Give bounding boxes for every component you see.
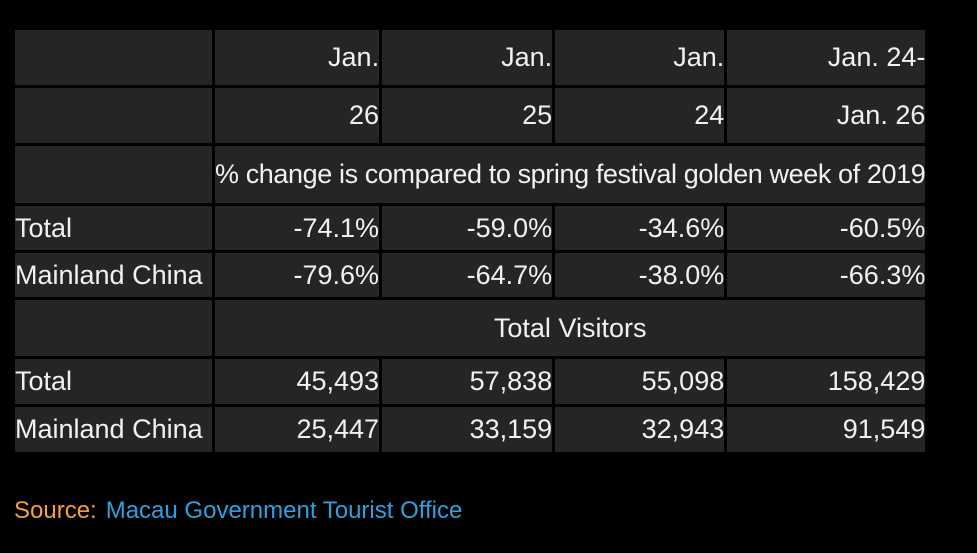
value-text: 45,493 — [296, 366, 380, 396]
value-cell: -60.5% — [727, 206, 926, 250]
row-label-text: Total — [15, 366, 73, 396]
header-row-2: 26 25 24 Jan. 26 — [15, 88, 926, 143]
value-text: -38.0% — [638, 259, 725, 290]
value-text: 33,159 — [469, 414, 553, 444]
value-cell: 158,429 — [727, 359, 926, 404]
col-header-range-line2: Jan. 26 — [727, 88, 926, 143]
value-cell: -34.6% — [555, 206, 725, 250]
source-link[interactable]: Macau Government Tourist Office — [105, 497, 463, 524]
value-text: -66.3% — [839, 259, 926, 290]
value-cell: -38.0% — [555, 253, 725, 297]
col-header-text: Jan. 24- — [827, 42, 926, 72]
table-row-visitors-total: Total 45,493 57,838 55,098 158,429 — [15, 359, 926, 404]
value-cell: 33,159 — [382, 407, 553, 452]
table-row-pct-total: Total -74.1% -59.0% -34.6% -60.5% — [15, 206, 926, 250]
visitors-table: Jan. Jan. Jan. Jan. 24- 26 25 24 Jan. 26… — [12, 27, 928, 455]
value-cell: -79.6% — [215, 253, 380, 297]
value-text: 55,098 — [641, 366, 725, 396]
row-label-mainland-china: Mainland China — [15, 407, 212, 452]
row-label-text: Mainland China — [15, 259, 203, 290]
row-label-text: Mainland China — [15, 414, 203, 444]
source-line: Source: Macau Government Tourist Office — [14, 497, 462, 525]
section-caption-row-pct-change: % change is compared to spring festival … — [15, 146, 926, 203]
col-header-text: Jan. — [501, 42, 553, 72]
value-text: -74.1% — [293, 212, 380, 243]
blank-label-cell — [15, 300, 212, 356]
total-visitors-caption-cell: Total Visitors — [215, 300, 926, 356]
value-cell: 32,943 — [555, 407, 725, 452]
table-row-visitors-mainland-china: Mainland China 25,447 33,159 32,943 91,5… — [15, 407, 926, 452]
col-header-text: Jan. 26 — [836, 100, 926, 130]
value-text: -64.7% — [466, 259, 553, 290]
col-header-text: Jan. — [328, 42, 380, 72]
col-header-jan24-line2: 24 — [555, 88, 725, 143]
value-cell: -59.0% — [382, 206, 553, 250]
value-text: -79.6% — [293, 259, 380, 290]
col-header-text: 25 — [522, 100, 553, 130]
value-cell: -74.1% — [215, 206, 380, 250]
value-text: -34.6% — [638, 212, 725, 243]
col-header-text: Jan. — [673, 42, 725, 72]
row-label-mainland-china: Mainland China — [15, 253, 212, 297]
total-visitors-caption: Total Visitors — [493, 312, 647, 343]
row-label-total: Total — [15, 206, 212, 250]
row-label-total: Total — [15, 359, 212, 404]
value-cell: 45,493 — [215, 359, 380, 404]
col-header-range-line1: Jan. 24- — [727, 30, 926, 85]
col-header-text: 26 — [349, 100, 380, 130]
value-text: 57,838 — [469, 366, 553, 396]
col-header-jan26-line2: 26 — [215, 88, 380, 143]
value-text: 91,549 — [842, 414, 926, 444]
value-cell: -66.3% — [727, 253, 926, 297]
col-header-jan25-line1: Jan. — [382, 30, 553, 85]
source-label: Source: — [14, 497, 97, 524]
value-text: -59.0% — [466, 212, 553, 243]
value-cell: 57,838 — [382, 359, 553, 404]
corner-cell — [15, 88, 212, 143]
value-cell: 55,098 — [555, 359, 725, 404]
value-text: -60.5% — [839, 212, 926, 243]
col-header-jan24-line1: Jan. — [555, 30, 725, 85]
value-text: 25,447 — [296, 414, 380, 444]
col-header-jan25-line2: 25 — [382, 88, 553, 143]
value-cell: 25,447 — [215, 407, 380, 452]
pct-change-caption: % change is compared to spring festival … — [215, 159, 926, 189]
table-row-pct-mainland-china: Mainland China -79.6% -64.7% -38.0% -66.… — [15, 253, 926, 297]
blank-label-cell — [15, 146, 212, 203]
pct-change-caption-cell: % change is compared to spring festival … — [215, 146, 926, 203]
row-label-text: Total — [15, 212, 73, 243]
col-header-text: 24 — [694, 100, 725, 130]
value-text: 32,943 — [641, 414, 725, 444]
value-text: 158,429 — [827, 366, 926, 396]
value-cell: 91,549 — [727, 407, 926, 452]
value-cell: -64.7% — [382, 253, 553, 297]
header-row-1: Jan. Jan. Jan. Jan. 24- — [15, 30, 926, 85]
col-header-jan26-line1: Jan. — [215, 30, 380, 85]
corner-cell — [15, 30, 212, 85]
section-caption-row-total-visitors: Total Visitors — [15, 300, 926, 356]
